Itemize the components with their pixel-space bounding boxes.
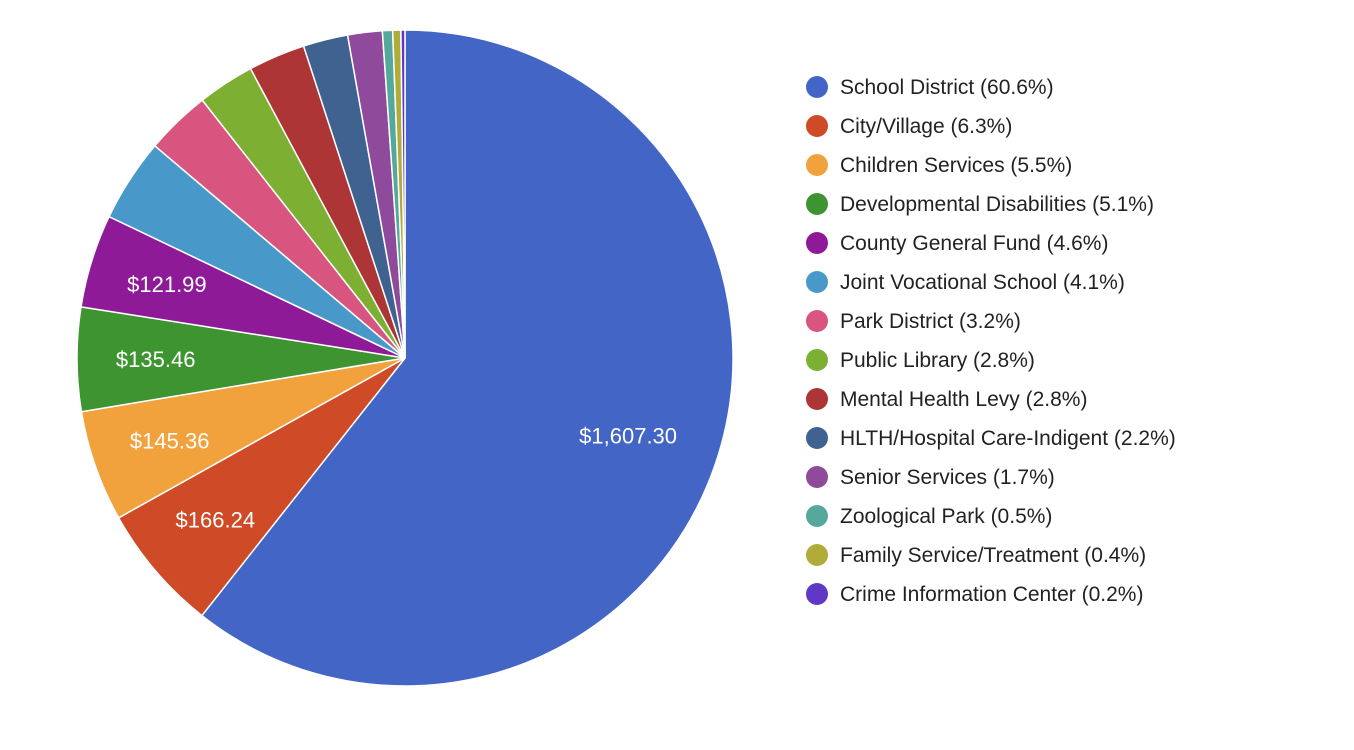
legend-swatch — [806, 232, 828, 254]
legend-item: HLTH/Hospital Care-Indigent (2.2%) — [806, 423, 1226, 454]
legend-item: Crime Information Center (0.2%) — [806, 579, 1226, 610]
pie-slices — [76, 29, 734, 687]
legend-label: Developmental Disabilities (5.1%) — [840, 193, 1154, 216]
legend-item: Children Services (5.5%) — [806, 150, 1226, 181]
legend-item: Joint Vocational School (4.1%) — [806, 267, 1226, 298]
pie-data-labels: $1,607.30 $166.24 $145.36 $135.46 $121.99 — [116, 272, 677, 533]
chart-legend: School District (60.6%) City/Village (6.3… — [806, 72, 1226, 618]
legend-label: Park District (3.2%) — [840, 310, 1021, 333]
pie-slice — [201, 29, 734, 687]
legend-item: Public Library (2.8%) — [806, 345, 1226, 376]
pie-data-label: $145.36 — [130, 428, 210, 453]
legend-swatch — [806, 583, 828, 605]
legend-item: Family Service/Treatment (0.4%) — [806, 540, 1226, 571]
legend-swatch — [806, 115, 828, 137]
legend-swatch — [806, 76, 828, 98]
pie-data-label: $1,607.30 — [579, 423, 677, 448]
legend-swatch — [806, 388, 828, 410]
legend-item: Senior Services (1.7%) — [806, 462, 1226, 493]
legend-swatch — [806, 193, 828, 215]
legend-swatch — [806, 154, 828, 176]
legend-label: HLTH/Hospital Care-Indigent (2.2%) — [840, 427, 1176, 450]
legend-swatch — [806, 427, 828, 449]
legend-item: School District (60.6%) — [806, 72, 1226, 103]
legend-swatch — [806, 505, 828, 527]
legend-label: Mental Health Levy (2.8%) — [840, 388, 1088, 411]
legend-swatch — [806, 466, 828, 488]
pie-data-label: $121.99 — [127, 272, 207, 297]
legend-item: County General Fund (4.6%) — [806, 228, 1226, 259]
legend-swatch — [806, 310, 828, 332]
legend-label: City/Village (6.3%) — [840, 115, 1013, 138]
legend-label: Public Library (2.8%) — [840, 349, 1035, 372]
legend-label: Zoological Park (0.5%) — [840, 505, 1053, 528]
legend-label: Children Services (5.5%) — [840, 154, 1073, 177]
pie-slice — [400, 29, 406, 359]
legend-label: County General Fund (4.6%) — [840, 232, 1109, 255]
legend-item: Mental Health Levy (2.8%) — [806, 384, 1226, 415]
legend-swatch — [806, 349, 828, 371]
legend-swatch — [806, 544, 828, 566]
legend-label: Crime Information Center (0.2%) — [840, 583, 1144, 606]
legend-item: Zoological Park (0.5%) — [806, 501, 1226, 532]
pie-slice — [117, 357, 406, 617]
legend-item: City/Village (6.3%) — [806, 111, 1226, 142]
legend-label: School District (60.6%) — [840, 76, 1054, 99]
legend-swatch — [806, 271, 828, 293]
legend-item: Developmental Disabilities (5.1%) — [806, 189, 1226, 220]
pie-data-label: $135.46 — [116, 347, 196, 372]
pie-data-label: $166.24 — [176, 508, 256, 533]
legend-label: Family Service/Treatment (0.4%) — [840, 544, 1147, 567]
legend-label: Joint Vocational School (4.1%) — [840, 271, 1125, 294]
legend-label: Senior Services (1.7%) — [840, 466, 1055, 489]
legend-item: Park District (3.2%) — [806, 306, 1226, 337]
